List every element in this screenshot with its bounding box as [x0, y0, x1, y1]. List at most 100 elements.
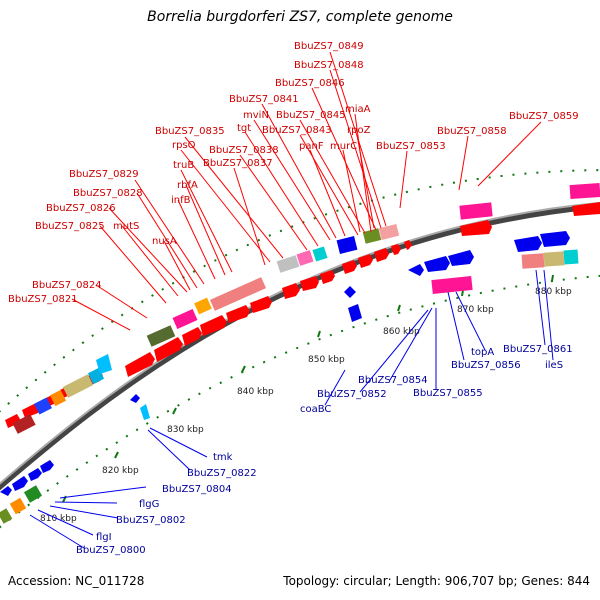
- scale-label: 870 kbp: [457, 305, 494, 315]
- reverse-gene: [448, 250, 474, 266]
- accession-text: Accession: NC_011728: [8, 574, 144, 588]
- reverse-gene: [514, 236, 542, 252]
- annotation-bar: [459, 202, 492, 219]
- reverse-gene: [28, 468, 42, 481]
- gene-label: BbuZS7_0829: [69, 169, 139, 180]
- gene-label: BbuZS7_0821: [8, 294, 78, 305]
- leader-line: [390, 308, 432, 380]
- gene-label: BbuZS7_0825: [35, 221, 105, 232]
- annotation-bar: [194, 298, 212, 315]
- circular-genome-map: 810 kbp 820 kbp 830 kbp 840 kbp 850 kbp …: [0, 0, 600, 600]
- gene-label: BbuZS7_0841: [229, 94, 299, 105]
- gene-label: panF: [299, 141, 324, 152]
- forward-gene: [282, 283, 300, 299]
- gene-label: BbuZS7_0855: [413, 388, 483, 399]
- gene-label: BbuZS7_0826: [46, 203, 116, 214]
- annotation-bar: [544, 251, 565, 266]
- gene-label: rpsO: [172, 140, 196, 151]
- leader-line: [60, 487, 146, 498]
- gene-label: BbuZS7_0858: [437, 126, 507, 137]
- leader-line: [300, 120, 365, 233]
- forward-gene: [250, 296, 272, 313]
- gene-label: murC: [330, 141, 357, 152]
- forward-gene: [572, 202, 600, 216]
- leader-line: [254, 120, 330, 240]
- annotation-bar: [337, 236, 358, 254]
- gene-label: infB: [171, 195, 191, 206]
- annotation-bar: [10, 498, 26, 514]
- gene-label: BbuZS7_0856: [451, 360, 521, 371]
- gene-label: BbuZS7_0861: [503, 344, 573, 355]
- scale-label: 880 kbp: [535, 287, 572, 297]
- gene-label: topA: [471, 347, 494, 358]
- gene-label: rbfA: [177, 180, 198, 191]
- gene-label: BbuZS7_0843: [262, 125, 332, 136]
- genome-summary-text: Topology: circular; Length: 906,707 bp; …: [283, 574, 590, 588]
- gene-label: BbuZS7_0859: [509, 111, 579, 122]
- leader-line: [234, 168, 265, 265]
- gene-label: BbuZS7_0854: [358, 375, 428, 386]
- scale-label: 820 kbp: [102, 466, 139, 476]
- gene-label: BbuZS7_0837: [203, 158, 273, 169]
- annotation-bar: [363, 228, 381, 244]
- forward-gene: [374, 248, 389, 262]
- annotation-bar: [0, 508, 12, 523]
- gene-label: mutS: [113, 221, 139, 232]
- gene-label: BbuZS7_0835: [155, 126, 225, 137]
- gene-label: BbuZS7_0845: [276, 110, 346, 121]
- forward-strand-genes: [5, 202, 600, 428]
- gene-label: tmk: [213, 452, 233, 463]
- scale-tick: [552, 275, 553, 281]
- scale-tick: [398, 305, 400, 311]
- leader-line: [459, 136, 468, 190]
- reverse-gene: [140, 404, 150, 420]
- gene-label: BbuZS7_0802: [116, 515, 186, 526]
- gene-label: nusA: [152, 236, 177, 247]
- reverse-gene: [408, 264, 424, 276]
- gene-label: ileS: [545, 360, 563, 371]
- gene-label: tgt: [237, 123, 251, 134]
- gene-label: BbuZS7_0804: [162, 484, 232, 495]
- annotation-bar: [63, 374, 93, 397]
- reverse-gene: [344, 286, 356, 298]
- scale-tick: [242, 366, 245, 372]
- scale-tick: [318, 331, 320, 337]
- gene-label: BbuZS7_0846: [275, 78, 345, 89]
- forward-gene: [300, 276, 319, 291]
- gene-label: BbuZS7_0800: [76, 545, 146, 556]
- annotation-bar: [277, 255, 300, 273]
- scale-label: 830 kbp: [167, 425, 204, 435]
- gene-label: coaBC: [300, 404, 331, 415]
- reverse-gene: [540, 231, 570, 247]
- gene-label: BbuZS7_0849: [294, 41, 364, 52]
- reverse-gene: [130, 394, 140, 403]
- scale-label: 840 kbp: [237, 387, 274, 397]
- gene-label: miaA: [345, 104, 371, 115]
- reverse-gene: [424, 256, 450, 272]
- forward-gene: [342, 260, 357, 274]
- gene-label: BbuZS7_0828: [73, 188, 143, 199]
- scale-label: 860 kbp: [383, 327, 420, 337]
- annotation-bar: [431, 276, 472, 294]
- annotation-bar: [24, 485, 42, 502]
- forward-gene: [358, 254, 373, 268]
- gene-label: BbuZS7_0824: [32, 280, 102, 291]
- scale-ticks: 810 kbp 820 kbp 830 kbp 840 kbp 850 kbp …: [40, 275, 572, 524]
- scale-label: 850 kbp: [308, 355, 345, 365]
- leader-line: [456, 292, 485, 350]
- genome-map-figure: Borrelia burgdorferi ZS7, complete genom…: [0, 0, 600, 600]
- leader-line: [400, 151, 407, 208]
- gene-label: flgI: [96, 532, 112, 543]
- gene-label: rpoZ: [347, 125, 371, 136]
- gene-label: flgG: [139, 499, 159, 510]
- gene-label: BbuZS7_0852: [317, 389, 387, 400]
- reverse-gene: [348, 304, 362, 322]
- leader-line: [343, 150, 360, 232]
- scale-tick: [173, 408, 176, 414]
- gene-label: truB: [173, 160, 194, 171]
- annotation-bar: [296, 250, 313, 266]
- leader-line: [148, 430, 190, 470]
- scale-tick: [115, 452, 118, 458]
- forward-gene: [226, 305, 250, 323]
- leader-line: [96, 285, 147, 318]
